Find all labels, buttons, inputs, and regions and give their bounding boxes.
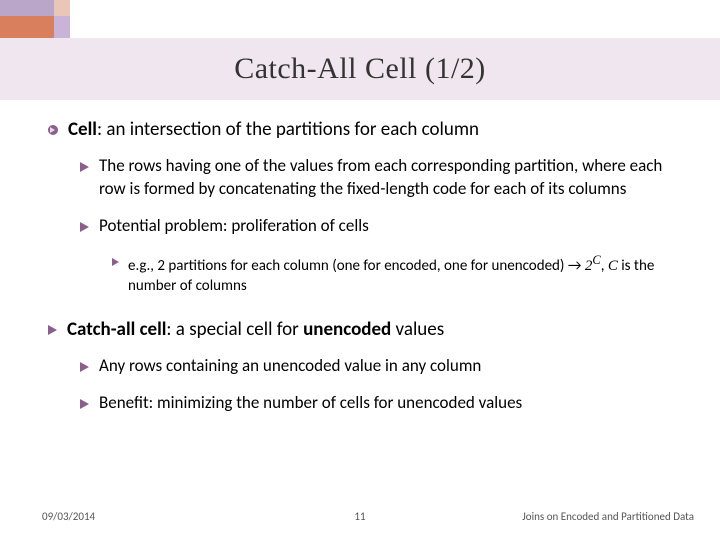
deco-block [54, 0, 70, 16]
anyrows-text: Any rows containing an unencoded value i… [99, 355, 481, 378]
benefit-text: Benefit: minimizing the number of cells … [99, 392, 522, 415]
catchall-mid: : a special cell for [166, 318, 303, 341]
problem-text: Potential problem: proliferation of cell… [99, 215, 369, 238]
catchall-label: Catch-all cell [67, 318, 166, 341]
triangle-bullet-icon [80, 222, 89, 232]
bullet-rows-desc: The rows having one of the values from e… [80, 155, 688, 201]
bullet-cell-def: Cell: an intersection of the partitions … [48, 118, 688, 143]
slide-body: Cell: an intersection of the partitions … [48, 118, 688, 429]
bullet-benefit: Benefit: minimizing the number of cells … [80, 392, 688, 415]
triangle-bullet-icon [112, 258, 119, 266]
disc-bullet-icon [48, 125, 58, 135]
triangle-bullet-icon [48, 325, 57, 335]
title-band: Catch-All Cell (1/2) [0, 38, 720, 100]
deco-block [54, 16, 70, 38]
unencoded-label: unencoded [303, 318, 391, 341]
triangle-bullet-icon [80, 399, 89, 409]
bullet-catchall-def: Catch-all cell: a special cell for unenc… [48, 318, 688, 343]
triangle-bullet-icon [80, 162, 89, 172]
deco-block [0, 16, 54, 38]
triangle-bullet-icon [80, 362, 89, 372]
footer-page-number: 11 [354, 510, 365, 523]
catchall-tail: values [391, 318, 444, 341]
deco-block [0, 0, 54, 16]
bullet-anyrows: Any rows containing an unencoded value i… [80, 355, 688, 378]
bullet-example: e.g., 2 partitions for each column (one … [112, 252, 688, 297]
bullet-problem: Potential problem: proliferation of cell… [80, 215, 688, 238]
footer-date: 09/03/2014 [42, 510, 95, 523]
footer-caption: Joins on Encoded and Partitioned Data [522, 510, 694, 523]
slide-footer: 09/03/2014 11 Joins on Encoded and Parti… [0, 510, 720, 530]
header-decoration [0, 0, 720, 38]
slide-title: Catch-All Cell (1/2) [234, 52, 486, 86]
cell-def-text: : an intersection of the partitions for … [97, 118, 479, 141]
example-text: e.g., 2 partitions for each column (one … [128, 252, 688, 297]
rows-desc-text: The rows having one of the values from e… [99, 155, 688, 201]
cell-label: Cell [68, 118, 97, 141]
